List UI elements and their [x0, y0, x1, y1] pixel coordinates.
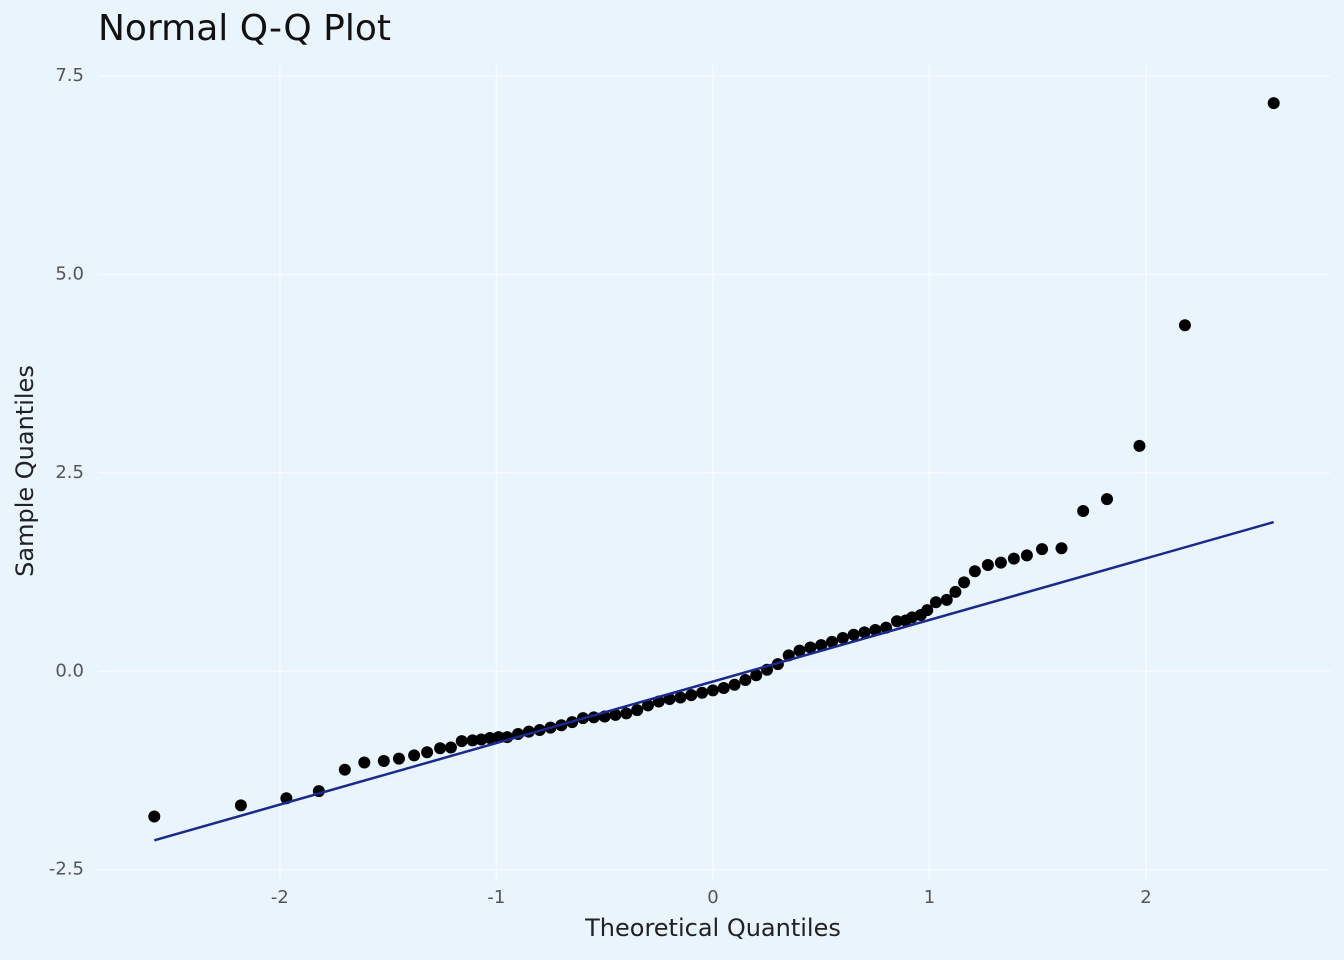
x-tick-label: -1: [487, 887, 505, 908]
point: [609, 708, 622, 721]
point: [717, 681, 730, 694]
point: [455, 735, 468, 748]
point: [929, 596, 942, 609]
point: [483, 731, 496, 744]
point: [492, 731, 505, 744]
x-axis-title: Theoretical Quantiles: [584, 914, 841, 942]
y-tick-label: -2.5: [49, 859, 84, 880]
point: [921, 604, 934, 617]
grid: [98, 65, 1330, 880]
point: [444, 741, 457, 754]
point: [981, 558, 994, 571]
point: [620, 707, 633, 720]
point: [869, 624, 882, 637]
point: [1055, 542, 1068, 555]
point: [1007, 552, 1020, 565]
y-tick-label: 2.5: [55, 462, 84, 483]
point: [674, 691, 687, 704]
point: [631, 704, 644, 717]
point: [739, 674, 752, 687]
point: [377, 754, 390, 767]
x-tick-label: 0: [707, 887, 718, 908]
y-tick-label: 0.0: [55, 660, 84, 681]
point: [338, 763, 351, 776]
point: [358, 756, 371, 769]
point: [750, 669, 763, 682]
x-tick-label: 1: [924, 887, 935, 908]
point: [1100, 493, 1113, 506]
point: [826, 635, 839, 648]
point: [728, 678, 741, 691]
point: [836, 631, 849, 644]
y-axis-title: Sample Quantiles: [11, 365, 39, 577]
point: [804, 641, 817, 654]
point: [434, 742, 447, 755]
point: [994, 556, 1007, 569]
point: [408, 749, 421, 762]
point: [949, 585, 962, 598]
point: [663, 693, 676, 706]
point: [890, 615, 903, 628]
point: [234, 799, 247, 812]
point: [696, 686, 709, 699]
point: [847, 628, 860, 641]
point: [1077, 504, 1090, 517]
point: [815, 639, 828, 652]
point: [793, 644, 806, 657]
point: [641, 699, 654, 712]
chart-title: Normal Q-Q Plot: [98, 8, 391, 49]
point: [421, 746, 434, 759]
point: [968, 565, 981, 578]
x-tick-label: 2: [1140, 887, 1151, 908]
point: [148, 810, 161, 823]
point: [940, 593, 953, 606]
point: [685, 689, 698, 702]
point: [466, 734, 479, 747]
point: [392, 752, 405, 765]
point: [1267, 97, 1280, 110]
point: [1036, 543, 1049, 556]
point: [706, 684, 719, 697]
point: [1020, 549, 1033, 562]
reference-line: [153, 520, 1275, 842]
point: [1133, 439, 1146, 452]
point: [858, 626, 871, 639]
point: [1178, 319, 1191, 332]
x-tick-label: -2: [271, 887, 289, 908]
point: [958, 576, 971, 589]
y-tick-label: 7.5: [55, 65, 84, 86]
y-tick-label: 5.0: [55, 264, 84, 285]
